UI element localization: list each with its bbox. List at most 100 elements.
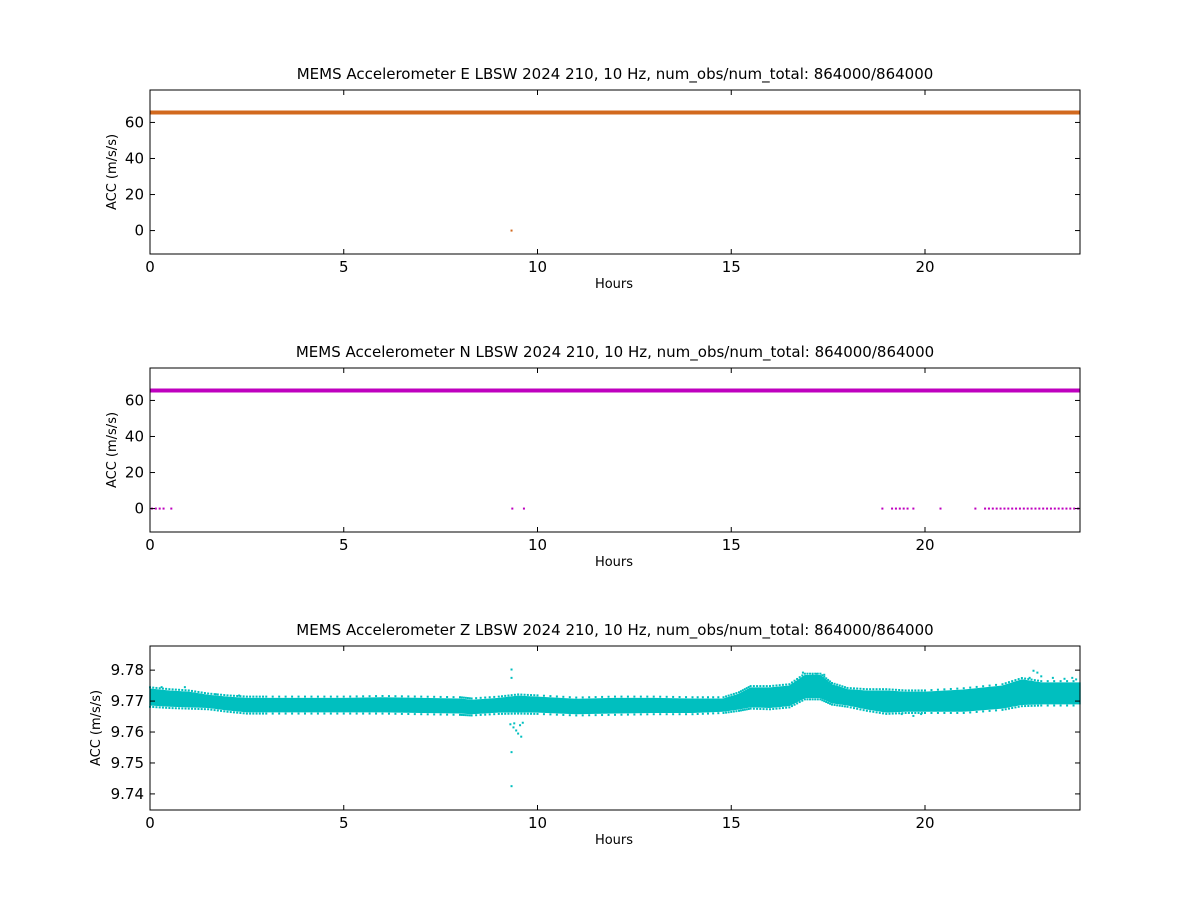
data-point	[639, 713, 642, 716]
data-point	[836, 683, 839, 686]
data-point	[846, 705, 849, 708]
x-tick-label: 10	[528, 814, 547, 832]
data-point	[1018, 507, 1021, 510]
data-point	[801, 674, 804, 677]
data-point	[1071, 676, 1074, 679]
data-point	[1033, 679, 1036, 682]
data-point	[775, 684, 778, 687]
data-point	[885, 688, 888, 691]
data-point	[765, 685, 768, 688]
data-point	[1037, 679, 1040, 682]
data-point	[1075, 678, 1078, 681]
data-point	[549, 713, 552, 716]
data-point	[1020, 705, 1023, 708]
data-point	[747, 686, 750, 689]
data-point	[1057, 507, 1060, 510]
data-point	[342, 712, 345, 715]
data-point	[236, 694, 239, 697]
data-point	[865, 688, 868, 691]
data-point	[183, 686, 186, 689]
data-point	[1040, 680, 1043, 683]
data-point	[762, 708, 765, 711]
data-point	[271, 712, 274, 715]
data-point	[745, 687, 748, 690]
y-tick-label: 60	[125, 113, 144, 131]
data-point	[265, 695, 268, 698]
data-point	[239, 711, 242, 714]
data-point	[1063, 677, 1066, 680]
data-point	[707, 696, 709, 699]
data-point	[210, 692, 213, 695]
x-tick-label: 5	[339, 536, 349, 554]
data-point	[943, 688, 946, 691]
data-point	[407, 713, 410, 716]
data-point	[200, 708, 203, 711]
data-point	[939, 507, 942, 510]
data-point	[735, 692, 738, 695]
data-point	[258, 712, 261, 715]
data-point	[245, 712, 248, 715]
data-point	[158, 687, 161, 690]
data-point	[1022, 507, 1025, 510]
data-point	[468, 714, 471, 717]
data-point	[856, 687, 859, 690]
data-point	[355, 712, 358, 715]
data-point	[507, 712, 510, 715]
data-point	[197, 707, 200, 710]
data-point	[872, 710, 875, 713]
data-point	[252, 695, 255, 698]
data-point	[849, 706, 852, 709]
data-point	[1017, 705, 1020, 708]
data-point	[900, 713, 903, 716]
data-point	[329, 712, 332, 715]
data-point	[255, 712, 258, 715]
data-point	[513, 712, 516, 715]
y-axis-label: ACC (m/s/s)	[89, 690, 104, 766]
data-point	[152, 686, 155, 689]
data-point	[809, 698, 812, 701]
data-point	[607, 713, 610, 716]
data-point	[747, 708, 750, 711]
data-point	[349, 712, 352, 715]
plot-area	[150, 388, 1080, 510]
x-axis-ticks: 0 5 10 15 20	[145, 646, 935, 832]
x-tick-label: 10	[528, 258, 547, 276]
data-point	[1032, 669, 1035, 672]
data-point	[181, 689, 184, 692]
data-point	[1059, 680, 1062, 683]
data-point	[982, 685, 985, 688]
data-point	[229, 711, 232, 714]
data-point	[717, 712, 720, 715]
data-point	[400, 712, 403, 715]
data-point	[190, 689, 193, 692]
data-point	[823, 675, 826, 678]
data-point	[762, 685, 765, 688]
data-point	[522, 507, 525, 510]
data-point	[154, 507, 157, 510]
data-point	[626, 695, 629, 698]
data-point	[991, 507, 994, 510]
data-point	[161, 687, 164, 690]
data-point	[521, 721, 524, 724]
data-point	[542, 694, 545, 697]
y-tick-label: 9.76	[111, 723, 144, 741]
data-point	[500, 712, 503, 715]
data-point	[520, 693, 523, 696]
data-point	[452, 696, 455, 699]
data-point	[732, 710, 735, 713]
data-point	[898, 689, 901, 692]
data-point	[207, 692, 210, 695]
data-point	[856, 707, 859, 710]
data-point	[841, 705, 844, 708]
data-point	[1066, 680, 1069, 683]
data-point	[460, 713, 463, 716]
data-point	[1030, 678, 1033, 681]
data-point	[907, 711, 910, 714]
data-point	[523, 693, 526, 696]
data-point	[749, 685, 752, 688]
data-point	[882, 688, 885, 691]
data-point	[394, 695, 397, 698]
data-point	[517, 712, 520, 715]
data-point	[158, 507, 161, 510]
